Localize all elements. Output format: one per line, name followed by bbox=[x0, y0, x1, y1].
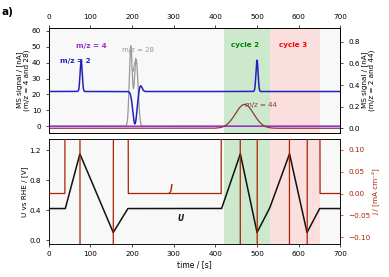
Bar bbox=[270, 139, 319, 244]
Text: m/z = 28: m/z = 28 bbox=[121, 47, 154, 72]
Bar bbox=[224, 28, 270, 133]
Text: cycle 2: cycle 2 bbox=[231, 42, 259, 48]
Text: cycle 3: cycle 3 bbox=[279, 42, 307, 48]
Bar bbox=[270, 28, 319, 133]
Text: m/z = 4: m/z = 4 bbox=[76, 43, 106, 48]
Text: U: U bbox=[178, 214, 184, 222]
X-axis label: time / [s]: time / [s] bbox=[177, 260, 212, 269]
Y-axis label: U vs RHE / [V]: U vs RHE / [V] bbox=[21, 166, 28, 217]
Bar bbox=[224, 139, 270, 244]
Text: a): a) bbox=[2, 7, 14, 17]
Text: m/z = 44: m/z = 44 bbox=[245, 102, 277, 108]
Y-axis label: MS signal / [nA]
(m/z = 4 and 28): MS signal / [nA] (m/z = 4 and 28) bbox=[16, 50, 30, 111]
Y-axis label: J / [mA cm⁻²]: J / [mA cm⁻²] bbox=[371, 168, 379, 215]
Y-axis label: MS signal / [nA]
(m/z = 2 and 44): MS signal / [nA] (m/z = 2 and 44) bbox=[361, 50, 375, 111]
Text: m/z = 2: m/z = 2 bbox=[60, 58, 91, 64]
Text: J: J bbox=[170, 184, 172, 193]
